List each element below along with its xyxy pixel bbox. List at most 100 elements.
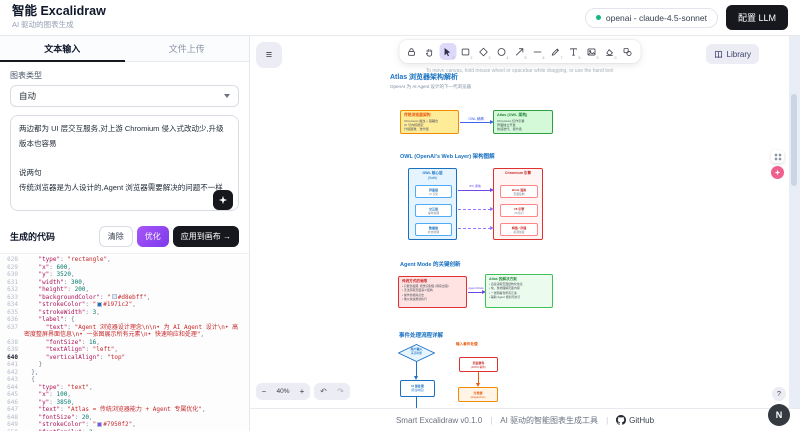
model-badge[interactable]: openai - claude-4.5-sonnet — [584, 7, 718, 28]
zoom-in-button[interactable]: + — [299, 387, 305, 396]
github-icon — [616, 415, 627, 425]
code-line: 633 "backgroundColor": " #d8ebff", — [7, 293, 151, 301]
optimize-button[interactable]: 优化 — [136, 226, 169, 247]
model-badge-label: openai - claude-4.5-sonnet — [605, 12, 707, 23]
user-avatar[interactable]: N — [768, 404, 790, 426]
flowchart-dispatcher-box: 分发器 (dispatcher) — [458, 387, 498, 402]
box-line: (原生响应) — [410, 388, 425, 393]
diagram-section3-title: Agent Mode 的关键创新 — [400, 262, 461, 268]
code-line: 636 "label": { — [7, 316, 75, 323]
help-button[interactable]: ? — [772, 387, 786, 401]
tool-image[interactable]: 9 — [583, 43, 600, 60]
flowchart-diamond — [398, 344, 435, 362]
flowchart-orange-label: 输入事件处理 — [456, 342, 478, 346]
code-line: 629 "x": 600, — [7, 263, 71, 271]
box-line: UI 与内核绑定 — [404, 122, 424, 127]
github-link[interactable]: GitHub — [616, 415, 654, 425]
diamond-line: 来源判断 — [410, 351, 423, 356]
tool-draw[interactable]: 7 — [547, 43, 564, 60]
generate-button[interactable] — [213, 190, 233, 210]
panel-widget-button[interactable] — [771, 150, 784, 163]
feedback-badge[interactable] — [771, 166, 784, 179]
apply-to-canvas-button[interactable]: 应用到画布 → — [172, 226, 239, 247]
tool-more-tools[interactable] — [619, 43, 636, 60]
box-title: Atlas (OWL 架构) — [497, 113, 528, 117]
box-line: • 无法获取页面语义结构 — [402, 288, 433, 293]
diagram-box-traditional-browser: 传统浏览器架构 Chromium 魔改 + 强耦合 UI 与内核绑定 升级困难、… — [400, 110, 459, 134]
code-line: 634 "strokeColor": " #1971c2", — [7, 301, 136, 308]
zoom-level[interactable]: 40% — [276, 388, 290, 395]
diagram-box-solutions: Atlas 的解决方案 • 直接读取页面结构化信息 • 快、准地理解页面内容 •… — [485, 274, 553, 308]
generated-code-label: 生成的代码 — [10, 232, 56, 242]
diagram-box-limitations: 传统方式的局限 • 只能靠截图, 视觉识别慢 (容易出错) • 无法获取页面语义… — [398, 276, 467, 308]
inner-box: 交互层 事件处理 — [415, 204, 452, 217]
menu-button[interactable]: ≡ — [256, 42, 282, 68]
library-book-icon — [714, 50, 722, 58]
chart-type-select[interactable]: 自动 — [10, 85, 239, 107]
inner-box: 数据层 状态管理 — [415, 223, 452, 236]
tab-file-upload[interactable]: 文件上传 — [168, 44, 205, 54]
connector-line — [478, 372, 479, 385]
code-editor[interactable]: 628 "type": "rectangle", 629 "x": 600, 630… — [0, 253, 249, 431]
code-line: 638 "fontSize": 16, — [7, 338, 100, 346]
connector-dashed — [458, 228, 491, 229]
chevron-down-icon — [224, 94, 230, 98]
configure-llm-button[interactable]: 配置 LLM — [725, 5, 788, 30]
tool-rectangle[interactable]: 2 — [457, 43, 474, 60]
tool-hand[interactable] — [421, 43, 438, 60]
undo-redo-controls: ↶ ↷ — [314, 383, 350, 400]
code-line: 630 "y": 3520, — [7, 271, 75, 278]
box-title: 传统方式的局限 — [402, 279, 428, 283]
arrowhead-icon — [475, 383, 480, 387]
flowchart-diamond-text: 用户输入 来源判断 — [398, 347, 435, 355]
tab-text-input[interactable]: 文本输入 — [0, 36, 125, 62]
prompt-textarea[interactable]: 两边都为 UI 层交互服务,对上游 Chromium 侵入式改动少,升级版本也容… — [10, 115, 239, 211]
inner-box: 网络 / 存储 资源加载 — [500, 223, 538, 236]
tool-line[interactable]: 6 — [533, 51, 545, 60]
zoom-out-button[interactable]: − — [261, 387, 267, 396]
box-line: • 难以快速规划执行 — [402, 296, 427, 301]
footer-version: Smart Excalidraw v0.1.0 — [395, 415, 483, 425]
canvas-scrollbar[interactable] — [791, 94, 797, 186]
footer: Smart Excalidraw v0.1.0 | AI 驱动的智能图表生成工具… — [250, 408, 800, 431]
tool-eraser[interactable]: 0 — [601, 43, 618, 60]
diagram-section4-title: 事件处理流程详解 — [399, 333, 444, 339]
code-line: 647 "text": "Atlas = 传统浏览器能力 + Agent 专属优… — [7, 406, 206, 413]
connector-dashed — [458, 209, 491, 210]
inner-box-title: 交互层 — [428, 206, 438, 211]
box-line: • 快、准地理解页面内容 — [489, 286, 520, 291]
undo-button[interactable]: ↶ — [320, 387, 327, 396]
box-title: 传统浏览器架构 — [404, 113, 431, 117]
canvas-scroll-track — [789, 36, 800, 408]
code-line: 642 }, — [7, 368, 39, 376]
connector-arrow — [458, 190, 491, 191]
app-header: 智能 Excalidraw AI 驱动的图表生成 openai - claude… — [0, 0, 800, 36]
library-button[interactable]: Library — [705, 44, 759, 64]
box-line: Chromium 魔改 + 强耦合 — [404, 118, 439, 123]
tool-selection[interactable]: 1 — [439, 43, 456, 60]
container-title: Chromium 引擎 — [504, 171, 532, 175]
connector-arrow — [468, 292, 483, 293]
code-line: 635 "strokeWidth": 3, — [7, 308, 100, 316]
tool-arrow[interactable]: 5 — [511, 43, 528, 60]
code-line: 648 "fontSize": 20, — [7, 413, 93, 421]
tool-lock[interactable] — [403, 43, 420, 60]
tool-diamond[interactable]: 3 — [475, 43, 492, 60]
arrow-label: IPC 通信 — [469, 184, 481, 188]
arrow-label: OWL 解耦 — [468, 117, 484, 121]
tool-ellipse[interactable]: 4 — [493, 43, 510, 60]
box-title: Atlas 的解决方案 — [489, 277, 517, 281]
container-subtitle: (Swift) — [427, 176, 438, 181]
clear-button[interactable]: 清除 — [98, 226, 133, 247]
inner-box-title: 数据层 — [428, 225, 438, 230]
connector-arrow — [460, 122, 491, 123]
tool-text[interactable]: 8 — [565, 43, 582, 60]
code-line: 628 "type": "rectangle", — [7, 256, 111, 263]
inner-box-sub: 状态管理 — [427, 229, 440, 234]
redo-button[interactable]: ↷ — [337, 387, 344, 396]
container-title: OWL 核心层 — [422, 171, 443, 175]
box-line: • 只能靠截图, 视觉识别慢 (容易出错) — [402, 284, 449, 289]
code-line: 645 "x": 100, — [7, 391, 71, 398]
arrowhead-icon — [490, 225, 494, 230]
